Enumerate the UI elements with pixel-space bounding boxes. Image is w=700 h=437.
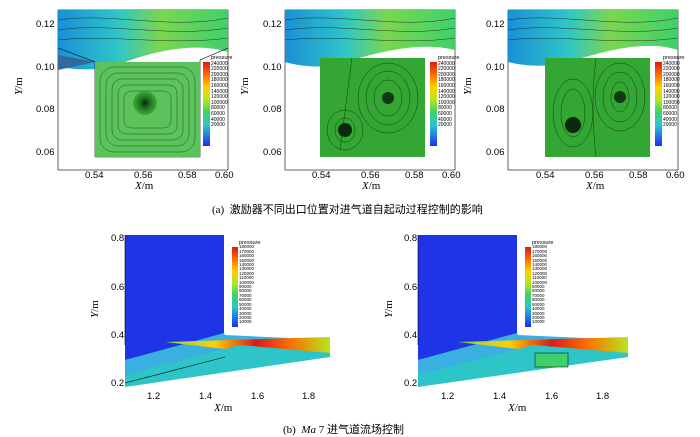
figure-a: [57, 9, 679, 171]
y-tick: 0.12: [263, 19, 282, 30]
x-tick: 0.60: [442, 170, 461, 181]
x-tick: 0.54: [312, 170, 331, 181]
x-axis-label: X/m: [362, 180, 381, 192]
x-tick: 0.58: [405, 170, 424, 181]
x-axis-label: X/m: [508, 402, 527, 414]
x-tick: 1.8: [302, 391, 316, 402]
figure-b: [124, 235, 628, 387]
y-tick: 0.08: [263, 104, 282, 115]
legend-colorbar: [203, 62, 210, 146]
y-tick: 0.06: [486, 147, 505, 158]
x-tick: 0.60: [215, 170, 234, 181]
legend-colorbar: [655, 62, 662, 146]
y-tick: 0.10: [36, 62, 55, 73]
panel-b2: [417, 235, 628, 387]
y-tick: 0.12: [486, 19, 505, 30]
y-axis-label: Y/m: [238, 77, 251, 95]
x-tick: 0.58: [178, 170, 197, 181]
x-axis-label: X/m: [214, 402, 233, 414]
x-tick: 1.8: [596, 391, 610, 402]
y-tick: 0.8: [111, 233, 125, 244]
y-tick: 0.4: [404, 330, 418, 341]
x-tick: 0.58: [629, 170, 648, 181]
y-tick: 0.06: [36, 147, 55, 158]
x-axis-label: X/m: [586, 180, 605, 192]
y-tick: 0.4: [111, 330, 125, 341]
y-tick: 0.10: [263, 62, 282, 73]
x-tick: 1.2: [147, 391, 161, 402]
x-tick: 0.56: [361, 170, 380, 181]
y-axis-label: Y/m: [12, 77, 25, 95]
x-tick: 0.56: [134, 170, 153, 181]
y-tick: 0.8: [404, 233, 418, 244]
panel-2: [284, 9, 456, 171]
pressure-legend: pressure 180000 170000 160000 150000 140000 1…: [239, 240, 261, 325]
pressure-legend: pressure 240000 220000 200000 180000 160000 1…: [211, 55, 233, 129]
x-tick: 1.6: [545, 391, 559, 402]
pressure-legend: pressure 240000 220000 200000 180000 160000 1…: [438, 55, 460, 129]
y-tick: 0.08: [36, 104, 55, 115]
panel-1: [57, 9, 229, 171]
legend-colorbar: [430, 62, 437, 146]
caption-a: (a) 激励器不同出口位置对进气道自起动过程控制的影响: [212, 204, 483, 216]
legend-colorbar: [525, 247, 531, 327]
x-tick: 1.2: [441, 391, 455, 402]
y-tick: 0.2: [111, 378, 125, 389]
x-axis-label: X/m: [135, 180, 154, 192]
y-axis-label: Y/m: [461, 77, 474, 95]
panel-3: [507, 9, 679, 171]
legend-colorbar: [232, 247, 238, 327]
x-tick: 1.6: [251, 391, 265, 402]
y-axis-label: Y/m: [88, 300, 101, 318]
pressure-legend: pressure 180000 170000 160000 150000 140000 1…: [532, 240, 554, 325]
y-tick: 0.10: [486, 62, 505, 73]
y-tick: 0.2: [404, 378, 418, 389]
x-tick: 1.4: [493, 391, 507, 402]
y-tick: 0.06: [263, 147, 282, 158]
panel-b1: [124, 235, 330, 387]
y-axis-label: Y/m: [382, 300, 395, 318]
x-tick: 0.54: [536, 170, 555, 181]
y-tick: 0.6: [404, 282, 418, 293]
pressure-legend: pressure 240000 220000 200000 180000 160000 1…: [663, 55, 685, 129]
y-tick: 0.08: [486, 104, 505, 115]
y-tick: 0.6: [111, 282, 125, 293]
caption-b: (b) Ma 7 进气道流场控制: [283, 424, 404, 436]
x-tick: 0.56: [585, 170, 604, 181]
y-tick: 0.12: [36, 19, 55, 30]
x-tick: 0.54: [85, 170, 104, 181]
x-tick: 1.4: [199, 391, 213, 402]
x-tick: 0.60: [666, 170, 685, 181]
